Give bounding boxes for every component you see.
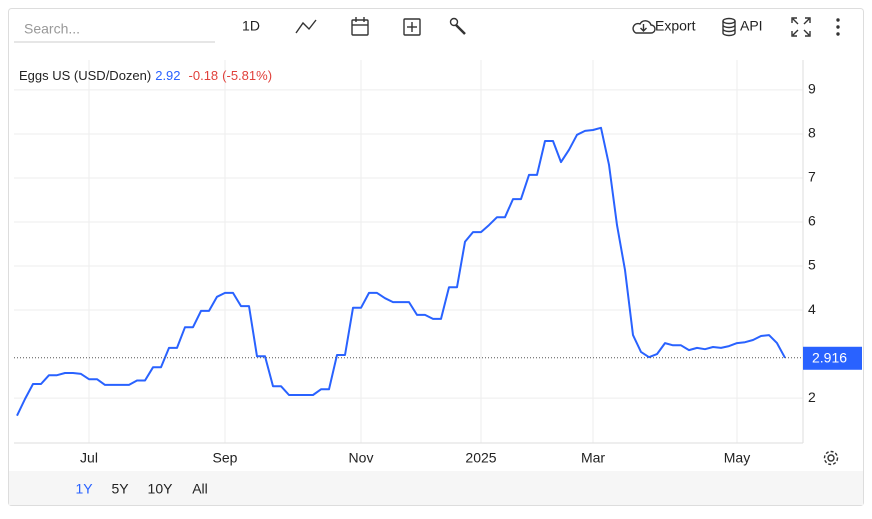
x-tick-label: 2025 (465, 450, 496, 466)
x-tick-label: May (724, 450, 750, 466)
price-line (16, 126, 786, 417)
x-tick-label: Jul (80, 450, 98, 466)
y-tick-label: 7 (808, 169, 816, 185)
x-tick-label: Nov (349, 450, 374, 466)
y-tick-label: 4 (808, 301, 816, 317)
export-label[interactable]: Export (655, 18, 696, 34)
settings-icon[interactable] (823, 450, 839, 466)
x-tick-label: Sep (213, 450, 238, 466)
export-icon[interactable] (632, 20, 656, 34)
fullscreen-icon[interactable] (791, 17, 811, 37)
legend: Eggs US (USD/Dozen) 2.92 -0.18 (-5.81%) (19, 68, 272, 83)
range-buttons: 1Y 5Y 10Y All (75, 481, 207, 497)
legend-change-pct: (-5.81%) (222, 68, 272, 83)
range-button[interactable]: All (192, 481, 208, 497)
legend-change: -0.18 (189, 68, 219, 83)
legend-title: Eggs US (USD/Dozen) (19, 68, 151, 83)
search-box[interactable]: Search... (14, 21, 215, 43)
chart-type-icon[interactable] (295, 19, 317, 34)
x-tick-label: Mar (581, 450, 605, 466)
tools-icon[interactable] (449, 17, 466, 35)
range-button[interactable]: 10Y (148, 481, 174, 497)
y-tick-label: 2 (808, 389, 816, 405)
more-icon[interactable] (836, 18, 840, 36)
legend-last: 2.92 (155, 68, 180, 83)
range-button[interactable]: 1Y (75, 481, 93, 497)
interval-button[interactable]: 1D (242, 18, 260, 34)
export-button[interactable]: Export (632, 18, 696, 34)
last-price-tag (803, 346, 862, 370)
api-label[interactable]: API (740, 18, 763, 34)
y-tick-label: 6 (808, 213, 816, 229)
y-tick-label: 8 (808, 125, 816, 141)
range-button[interactable]: 5Y (111, 481, 129, 497)
calendar-icon[interactable] (351, 17, 369, 36)
range-bar (9, 471, 863, 505)
api-icon[interactable] (722, 17, 736, 37)
plot-area (14, 60, 804, 444)
frame (8, 8, 864, 506)
add-indicator-icon[interactable] (403, 18, 421, 36)
y-tick-label: 9 (808, 81, 816, 97)
last-price-label: 2.916 (812, 349, 847, 365)
y-tick-label: 5 (808, 257, 816, 273)
search-placeholder[interactable]: Search... (24, 21, 80, 37)
api-button[interactable]: API (722, 17, 763, 37)
